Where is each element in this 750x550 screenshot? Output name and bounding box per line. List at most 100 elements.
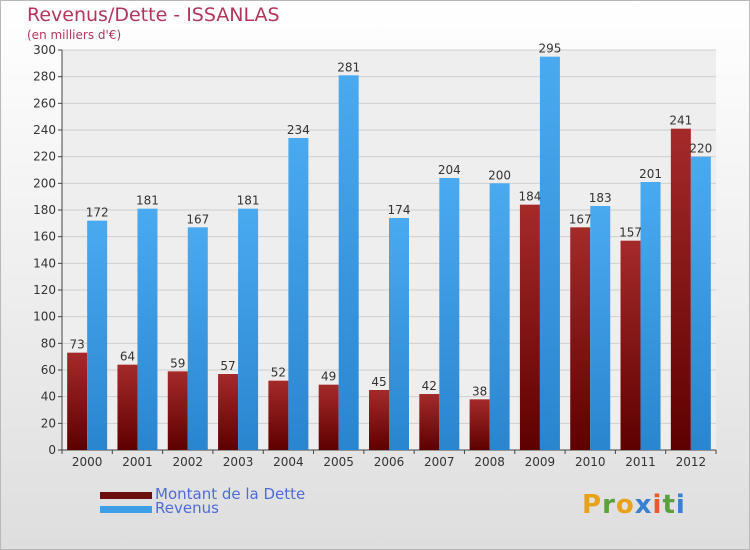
chart-subtitle: (en milliers d'€) <box>27 28 122 42</box>
data-label: 234 <box>287 123 310 137</box>
proxiti-logo: Proxiti <box>582 490 686 520</box>
legend-swatch-revenue <box>100 506 152 513</box>
data-label: 45 <box>371 375 386 389</box>
data-label: 64 <box>120 350 135 364</box>
y-tick-label: 40 <box>41 390 56 404</box>
bar-revenue <box>690 156 711 450</box>
bar-debt <box>519 204 540 450</box>
bar-debt <box>67 352 88 450</box>
x-tick-label: 2005 <box>323 455 354 469</box>
data-label: 204 <box>438 163 461 177</box>
logo-letter: P <box>582 490 603 520</box>
x-tick-label: 2004 <box>273 455 304 469</box>
y-tick-label: 220 <box>33 150 56 164</box>
y-tick-label: 140 <box>33 256 56 270</box>
bar-debt <box>318 384 339 450</box>
data-label: 281 <box>337 60 360 74</box>
data-label: 184 <box>518 190 541 204</box>
bar-revenue <box>238 208 259 450</box>
data-label: 200 <box>488 168 511 182</box>
bar-revenue <box>187 227 208 450</box>
bar-debt <box>469 399 490 450</box>
legend-swatch-debt <box>100 492 152 499</box>
logo-letter: r <box>602 490 616 520</box>
x-axis: 2000 2001 2002 2003 2004 2005 2006 2007 2008 2009… <box>61 449 717 469</box>
data-label: 295 <box>538 42 561 56</box>
x-tick-label: 2009 <box>525 455 556 469</box>
bar-debt <box>570 227 591 450</box>
data-label: 220 <box>689 142 712 156</box>
bar-debt <box>218 374 239 450</box>
y-tick-label: 160 <box>33 230 56 244</box>
data-label: 181 <box>237 194 260 208</box>
data-label: 241 <box>669 114 692 128</box>
data-label: 183 <box>589 191 612 205</box>
logo-letter: o <box>615 490 635 520</box>
bar-debt <box>620 240 641 450</box>
data-label: 73 <box>70 338 85 352</box>
data-label: 167 <box>186 212 209 226</box>
y-tick-label: 280 <box>33 70 56 84</box>
data-label: 52 <box>271 366 286 380</box>
x-tick-label: 2001 <box>122 455 153 469</box>
bar-debt <box>117 364 138 450</box>
data-label: 49 <box>321 370 336 384</box>
bar-revenue <box>137 208 158 450</box>
logo-letter: i <box>675 490 686 520</box>
y-tick-label: 180 <box>33 203 56 217</box>
chart-title: Revenus/Dette - ISSANLAS <box>27 4 280 26</box>
logo-letter: i <box>652 490 663 520</box>
x-tick-label: 2010 <box>575 455 606 469</box>
y-tick-label: 300 <box>33 43 56 57</box>
data-label: 57 <box>220 359 235 373</box>
bar-revenue <box>288 138 309 450</box>
data-label: 201 <box>639 167 662 181</box>
y-tick-label: 20 <box>41 416 56 430</box>
bars <box>67 56 711 451</box>
bar-revenue <box>489 183 510 451</box>
data-label: 181 <box>136 194 159 208</box>
x-tick-label: 2011 <box>625 455 656 469</box>
legend-label-revenue: Revenus <box>155 499 219 517</box>
bar-debt <box>167 371 188 450</box>
y-tick-label: 240 <box>33 123 56 137</box>
y-tick-label: 60 <box>41 363 56 377</box>
bar-debt <box>419 394 440 450</box>
data-label: 172 <box>86 206 109 220</box>
bar-revenue <box>439 178 460 450</box>
logo-letter: x <box>634 490 653 520</box>
y-tick-label: 260 <box>33 96 56 110</box>
y-tick-label: 200 <box>33 176 56 190</box>
x-tick-label: 2003 <box>223 455 254 469</box>
x-tick-label: 2000 <box>72 455 103 469</box>
legend-label-debt: Montant de la Dette <box>155 485 306 503</box>
data-label: 42 <box>422 379 437 393</box>
bar-revenue <box>87 220 108 450</box>
x-tick-label: 2006 <box>374 455 405 469</box>
y-tick-label: 0 <box>48 443 56 457</box>
bar-revenue <box>590 206 611 450</box>
y-axis: 0 20 40 60 80 100 120 140 160 180 200 220 240 260 280 3… <box>33 43 63 457</box>
y-tick-label: 100 <box>33 310 56 324</box>
data-label: 59 <box>170 356 185 370</box>
bar-debt <box>369 390 389 450</box>
bar-revenue <box>539 56 560 451</box>
data-label: 38 <box>472 384 487 398</box>
x-tick-label: 2007 <box>424 455 455 469</box>
x-tick-label: 2012 <box>676 455 707 469</box>
logo-letter: t <box>662 490 676 520</box>
bar-revenue <box>389 218 409 450</box>
y-tick-label: 120 <box>33 283 56 297</box>
data-labels: 73 172 64 181 59 167 57 181 52 234 49 281 45 174 42 204… <box>70 42 713 399</box>
bar-debt <box>268 380 289 450</box>
bar-debt <box>670 128 691 450</box>
data-label: 157 <box>619 226 642 240</box>
data-label: 167 <box>569 212 592 226</box>
x-tick-label: 2008 <box>474 455 505 469</box>
bar-revenue <box>640 182 661 450</box>
data-label: 174 <box>388 203 411 217</box>
bar-revenue <box>338 75 359 450</box>
x-tick-label: 2002 <box>172 455 203 469</box>
y-tick-label: 80 <box>41 336 56 350</box>
